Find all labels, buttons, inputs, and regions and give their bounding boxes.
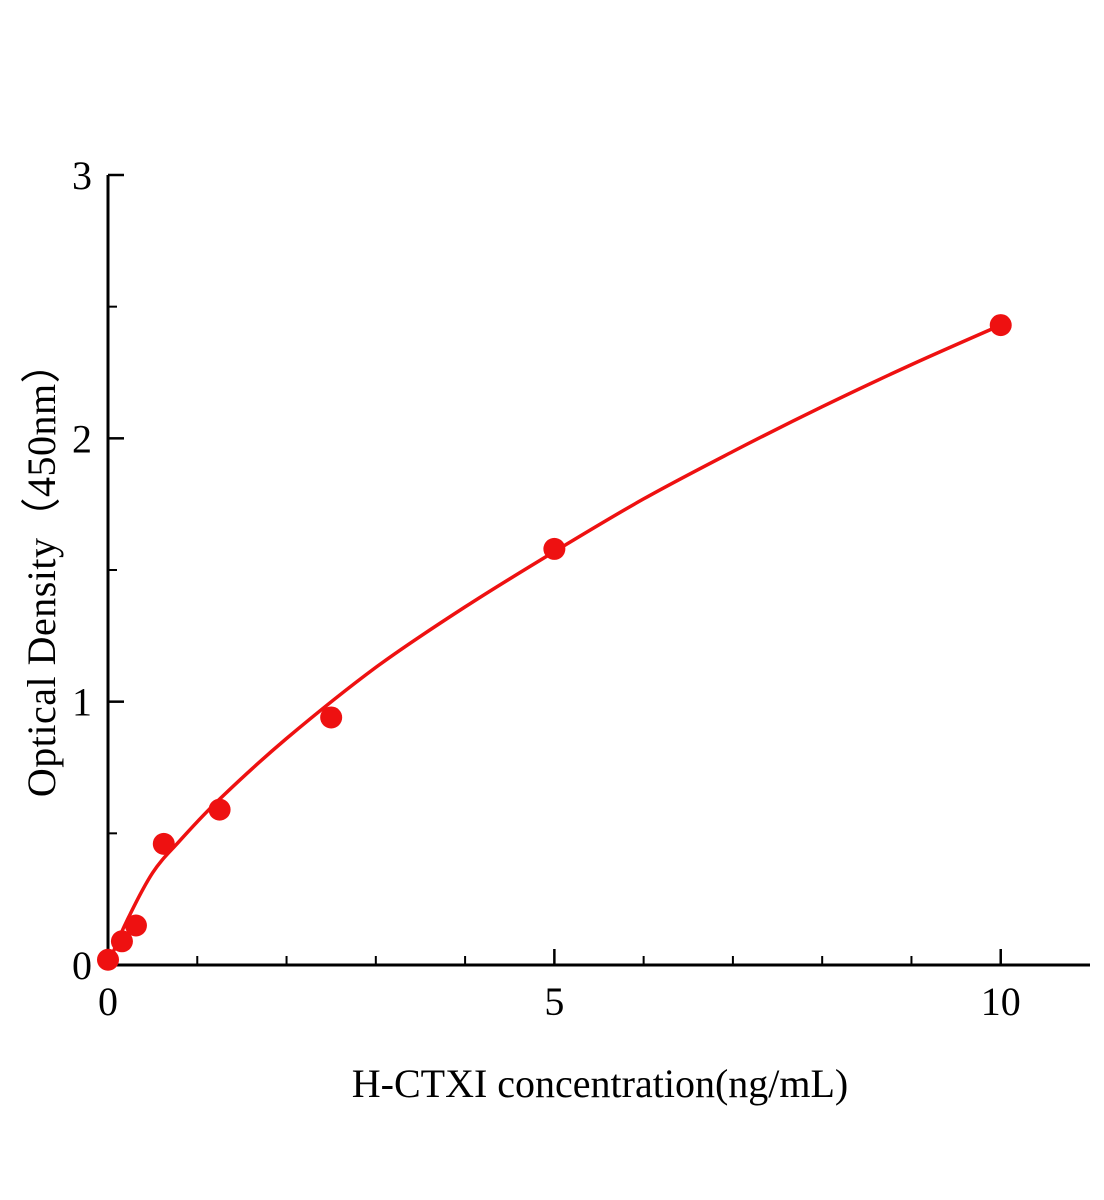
- data-point: [208, 798, 231, 821]
- data-point: [97, 948, 119, 971]
- data-point: [110, 930, 133, 953]
- x-tick-label: 10: [981, 979, 1021, 1024]
- y-tick-label: 1: [72, 680, 92, 725]
- x-tick-label: 5: [544, 979, 564, 1024]
- y-tick-label: 0: [72, 943, 92, 988]
- y-axis-label: Optical Density（450nm）: [19, 342, 64, 798]
- data-point: [320, 706, 343, 729]
- y-tick-label: 3: [72, 153, 92, 198]
- data-point: [543, 537, 566, 560]
- x-axis-label: H-CTXI concentration(ng/mL): [351, 1061, 849, 1106]
- data-point: [124, 914, 147, 937]
- data-point: [989, 314, 1012, 337]
- fit-curve: [106, 323, 1002, 966]
- y-tick-label: 2: [72, 416, 92, 461]
- data-point: [152, 832, 175, 855]
- x-tick-label: 0: [98, 979, 118, 1024]
